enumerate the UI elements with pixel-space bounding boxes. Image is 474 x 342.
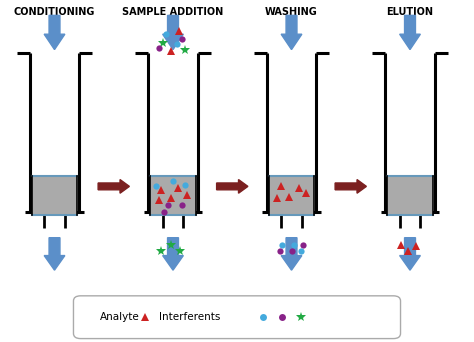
FancyArrow shape	[217, 180, 248, 193]
Text: WASHING: WASHING	[265, 7, 318, 17]
FancyArrow shape	[281, 238, 302, 270]
FancyArrow shape	[335, 180, 366, 193]
Text: Interferents: Interferents	[159, 312, 220, 322]
FancyArrow shape	[163, 238, 183, 270]
FancyArrow shape	[44, 15, 65, 50]
FancyArrow shape	[163, 15, 183, 50]
FancyArrow shape	[400, 238, 420, 270]
FancyArrow shape	[281, 15, 302, 50]
FancyArrow shape	[44, 238, 65, 270]
Text: CONDITIONING: CONDITIONING	[14, 7, 95, 17]
Text: Analyte: Analyte	[100, 312, 139, 322]
FancyBboxPatch shape	[73, 296, 401, 339]
Bar	[387, 176, 433, 215]
Text: SAMPLE ADDITION: SAMPLE ADDITION	[122, 7, 224, 17]
FancyArrow shape	[98, 180, 129, 193]
FancyArrow shape	[400, 15, 420, 50]
Bar	[269, 176, 314, 215]
Bar	[32, 176, 77, 215]
Text: ELUTION: ELUTION	[386, 7, 434, 17]
Bar	[150, 176, 196, 215]
